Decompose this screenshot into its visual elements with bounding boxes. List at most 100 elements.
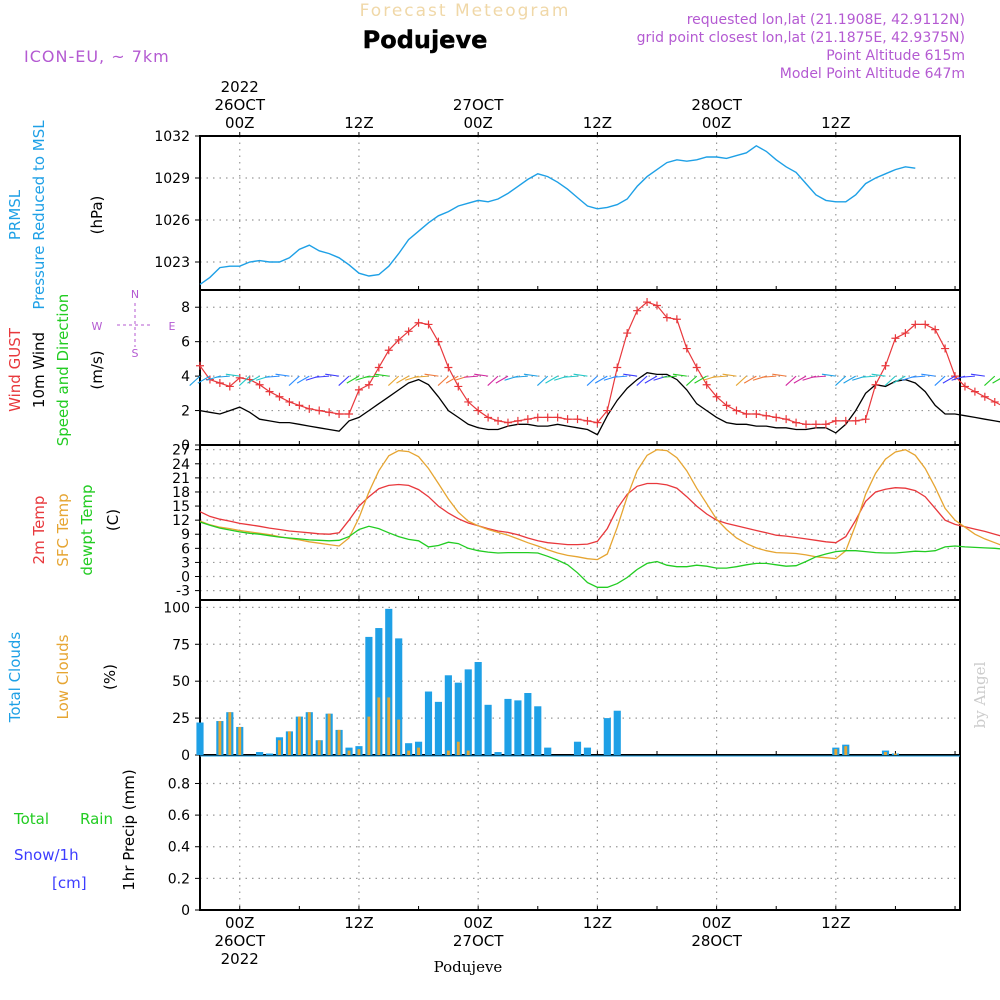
wind-label: 10m Wind <box>30 332 48 408</box>
gust-marker <box>960 382 969 391</box>
compass-s: S <box>132 347 139 360</box>
gust-marker <box>444 363 453 372</box>
low-cloud-bar <box>278 740 281 755</box>
wind-arrow <box>464 375 479 378</box>
wind-arrow <box>495 375 509 384</box>
gust-marker <box>672 315 681 324</box>
wind-arrow <box>892 375 906 384</box>
y-tick-label: 12 <box>172 513 190 529</box>
wind-arrow <box>265 375 280 378</box>
gust-marker <box>394 335 403 344</box>
gust-marker <box>354 385 363 394</box>
low-cloud-bar <box>893 753 897 755</box>
total-cloud-bar <box>395 638 403 755</box>
total-clouds-label: Total Clouds <box>6 632 24 724</box>
wind-arrow <box>735 375 747 386</box>
y-tick-label: 100 <box>163 600 190 616</box>
y-tick-label: 8 <box>181 300 190 316</box>
y-tick-label: 1026 <box>154 213 190 229</box>
low-cloud-bar <box>238 726 242 755</box>
pressure-label-2: Pressure Reduced to MSL <box>30 120 48 310</box>
gust-marker <box>841 416 850 425</box>
bottom-hour-label: 00Z <box>463 914 492 932</box>
wind-arrow <box>984 375 996 386</box>
wind-arrow <box>586 375 598 386</box>
gust-marker <box>454 382 463 391</box>
wind-arrow <box>445 375 459 384</box>
total-cloud-bar <box>424 691 433 755</box>
panel-frame-precip <box>199 754 961 911</box>
total-cloud-bar <box>464 669 472 755</box>
wind-arrow <box>315 375 330 378</box>
y-tick-label: 15 <box>172 499 190 515</box>
y-tick-label: 75 <box>172 637 190 653</box>
wind-arrow <box>537 375 549 386</box>
gust-marker <box>345 410 354 418</box>
wind-arrow <box>197 375 211 384</box>
gust-marker <box>553 413 562 422</box>
gust-marker <box>702 380 711 389</box>
low-cloud-bar <box>287 731 291 755</box>
gust-marker <box>881 361 890 370</box>
gust-marker <box>662 313 671 322</box>
gust-marker <box>921 320 930 329</box>
gust-marker <box>315 406 324 415</box>
compass-w: W <box>92 320 103 333</box>
panel-frame-pressure <box>199 135 961 291</box>
precip-snow-label: Snow/1h <box>14 846 79 864</box>
gust-marker <box>404 327 413 336</box>
total-cloud-bar <box>494 752 502 755</box>
y-tick-label: 1029 <box>154 171 190 187</box>
precip-total-label: Total <box>13 810 49 828</box>
clouds-unit: (%) <box>101 664 119 690</box>
top-hour-label: 12Z <box>583 114 612 132</box>
total-cloud-bar <box>603 718 611 755</box>
total-cloud-bar <box>514 700 522 755</box>
wind-arrow <box>686 375 698 386</box>
gust-marker <box>941 344 950 353</box>
wind-arrow <box>288 375 300 386</box>
temp-unit: (C) <box>104 509 122 531</box>
low-cloud-bar <box>297 716 301 755</box>
gust-marker <box>265 387 274 396</box>
gust-marker <box>603 406 612 415</box>
wind-arrow <box>545 375 558 384</box>
wind-arrow <box>338 375 350 386</box>
temp-sfc-line <box>199 449 1000 561</box>
wind-arrow <box>613 375 628 378</box>
gust-marker <box>652 301 661 310</box>
wind-arrow <box>487 375 499 386</box>
compass-e: E <box>169 320 176 333</box>
gust-marker <box>474 406 483 415</box>
total-cloud-bar <box>573 741 582 755</box>
total-cloud-bar <box>454 682 462 755</box>
low-cloud-bar <box>367 716 371 755</box>
gust-marker <box>285 397 294 406</box>
y-tick-label: 27 <box>172 443 190 459</box>
gust-marker <box>682 344 691 353</box>
wind-arrow <box>793 375 807 384</box>
compass-n: N <box>131 288 139 301</box>
y-tick-label: 9 <box>181 527 190 543</box>
gust-marker <box>871 380 880 389</box>
low-cloud-bar <box>377 697 381 755</box>
wind-arrow <box>785 375 797 386</box>
gust-marker <box>325 408 334 417</box>
precip-cm-label: [cm] <box>52 874 87 892</box>
app-title: Forecast Meteogram <box>360 1 571 21</box>
total-cloud-bar <box>524 693 532 755</box>
wind-arrow <box>238 375 251 386</box>
gust-marker <box>523 415 532 424</box>
gust-marker <box>424 320 433 329</box>
gust-marker <box>225 382 234 391</box>
y-tick-label: 6 <box>181 541 190 557</box>
gust-marker <box>384 346 393 355</box>
gust-marker <box>990 397 999 406</box>
model-altitude: Model Point Altitude 647m <box>780 66 965 82</box>
panel-frame-clouds <box>199 599 961 756</box>
top-hour-label: 00Z <box>702 114 731 132</box>
point-altitude: Point Altitude 615m <box>826 48 965 64</box>
gust-marker <box>752 410 761 418</box>
wind-arrow <box>884 375 896 386</box>
